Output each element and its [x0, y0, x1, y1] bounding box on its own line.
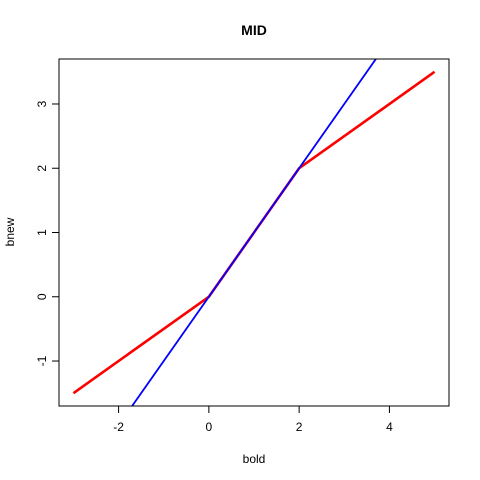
y-axis: -1 0 1 2 3	[35, 100, 60, 366]
x-tick-label: 2	[296, 420, 303, 434]
series-line-1	[131, 59, 377, 406]
y-axis-label: bnew	[3, 217, 17, 246]
x-tick-label: 4	[386, 420, 393, 434]
y-tick-label: 1	[35, 229, 49, 236]
y-tick-label: 3	[35, 100, 49, 107]
y-tick-label: 2	[35, 165, 49, 172]
x-axis-label: bold	[243, 452, 266, 466]
x-axis: -2 0 2 4	[113, 405, 393, 434]
series-layer	[72, 59, 436, 406]
y-tick-label: 0	[35, 293, 49, 300]
x-tick-label: 0	[206, 420, 213, 434]
x-tick-label: -2	[113, 420, 124, 434]
chart-title: MID	[241, 22, 267, 38]
y-tick-label: -1	[35, 355, 49, 366]
